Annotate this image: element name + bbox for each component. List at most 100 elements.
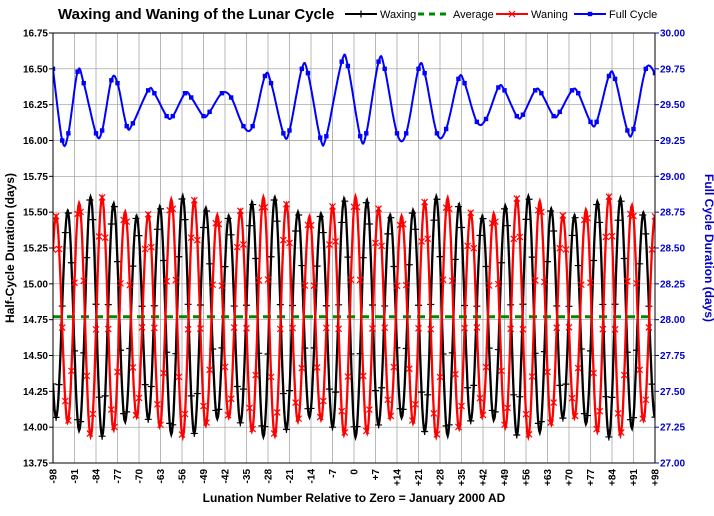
waxing-point	[501, 205, 508, 213]
waning-point	[513, 195, 521, 203]
y2-tick-label: 30.00	[660, 29, 685, 40]
waning-point	[203, 419, 210, 426]
waxing-point	[298, 262, 306, 270]
x-tick-label: +7	[371, 469, 382, 481]
y-tick-label: 15.25	[23, 244, 48, 255]
waxing-point	[190, 429, 198, 437]
waning-point	[479, 411, 487, 419]
x-tick-label: 0	[350, 469, 361, 475]
x-tick-label: -14	[307, 469, 318, 484]
waxing-point	[620, 254, 628, 262]
waning-point	[636, 366, 644, 374]
full-cycle-point	[502, 88, 507, 93]
waxing-point	[372, 387, 379, 395]
y-tick-label: 14.75	[23, 315, 48, 326]
x-tick-label: -49	[199, 469, 210, 484]
x-tick-label: +28	[436, 469, 447, 486]
waxing-point	[442, 422, 450, 430]
full-cycle-point	[93, 131, 99, 136]
waning-point	[240, 241, 247, 248]
waxing-point	[537, 418, 545, 426]
y-axis-left: 13.75 14.00 14.25 14.50 14.75 15.00 15.25 15.50…	[23, 29, 53, 470]
waxing-point	[470, 381, 478, 389]
waxing-point	[203, 207, 211, 215]
waning-point	[494, 280, 502, 288]
full-cycle-point	[416, 66, 421, 72]
waning-point	[344, 373, 352, 380]
series-layer	[53, 53, 655, 442]
waxing-point	[200, 224, 207, 232]
full-cycle-point	[557, 109, 562, 115]
x-tick-label: +21	[414, 469, 425, 486]
waxing-point	[525, 195, 533, 203]
waxing-point	[67, 259, 75, 267]
waning-point	[651, 213, 655, 220]
waning-point	[633, 279, 640, 287]
waning-point	[590, 369, 597, 377]
waxing-point	[325, 385, 333, 393]
x-tick-label: -21	[285, 469, 296, 484]
waning-point	[430, 409, 438, 417]
waning-point	[470, 244, 478, 252]
waxing-point	[593, 201, 601, 209]
waning-point	[550, 399, 558, 406]
waning-point	[98, 193, 106, 201]
waning-point	[61, 397, 69, 405]
waxing-point	[55, 381, 63, 389]
waning-point	[267, 373, 275, 381]
x-tick-label: -63	[156, 469, 167, 484]
waning-point	[541, 278, 548, 286]
y-tick-label: 15.75	[23, 172, 48, 183]
y2-tick-label: 29.75	[660, 64, 685, 75]
waxing-point	[61, 229, 69, 237]
waning-point	[353, 203, 361, 211]
waxing-point	[270, 196, 278, 204]
x-tick-label: -35	[242, 469, 253, 484]
full-cycle-point	[287, 128, 292, 133]
waning-point	[602, 233, 610, 241]
waning-point	[58, 324, 66, 331]
y2-axis-title: Full Cycle Duration (days)	[702, 174, 714, 322]
waning-point	[614, 409, 622, 417]
waning-point	[135, 394, 143, 402]
waxing-point	[181, 216, 189, 224]
waning-point	[516, 233, 524, 241]
waning-point	[562, 246, 570, 253]
waxing-point	[215, 405, 223, 413]
waxing-point	[375, 421, 383, 429]
waxing-point	[488, 406, 496, 414]
waning-point	[338, 407, 346, 415]
waxing-point	[341, 197, 349, 205]
waning-point	[627, 210, 634, 218]
waxing-point	[319, 229, 327, 237]
full-cycle-point	[443, 126, 449, 132]
x-tick-label: +14	[393, 469, 404, 486]
waxing-point	[279, 390, 287, 398]
x-tick-label: +77	[586, 469, 597, 486]
y-tick-label: 14.25	[23, 387, 48, 398]
waxing-point	[636, 260, 644, 268]
waxing-point	[476, 231, 484, 239]
waning-point	[178, 431, 186, 438]
waning-point	[645, 323, 653, 331]
waxing-point	[98, 432, 106, 440]
full-cycle-point	[115, 80, 120, 86]
waning-point	[362, 427, 370, 435]
waning-point	[375, 205, 382, 213]
full-cycle-point	[250, 123, 255, 129]
waning-point	[243, 324, 250, 332]
x-tick-label: +35	[457, 469, 468, 486]
waning-point	[332, 238, 339, 245]
waning-point	[132, 411, 140, 419]
full-cycle-point	[99, 128, 105, 133]
full-cycle-point	[201, 113, 206, 119]
legend-average-label: Average	[453, 9, 494, 21]
waning-point	[393, 282, 401, 290]
waning-point	[175, 373, 183, 381]
full-cycle-point	[170, 113, 175, 119]
full-cycle-point	[569, 88, 575, 93]
waxing-point	[129, 262, 137, 270]
waxing-point	[583, 412, 591, 420]
y-tick-label: 14.50	[23, 351, 48, 362]
full-cycle-point	[364, 131, 369, 136]
